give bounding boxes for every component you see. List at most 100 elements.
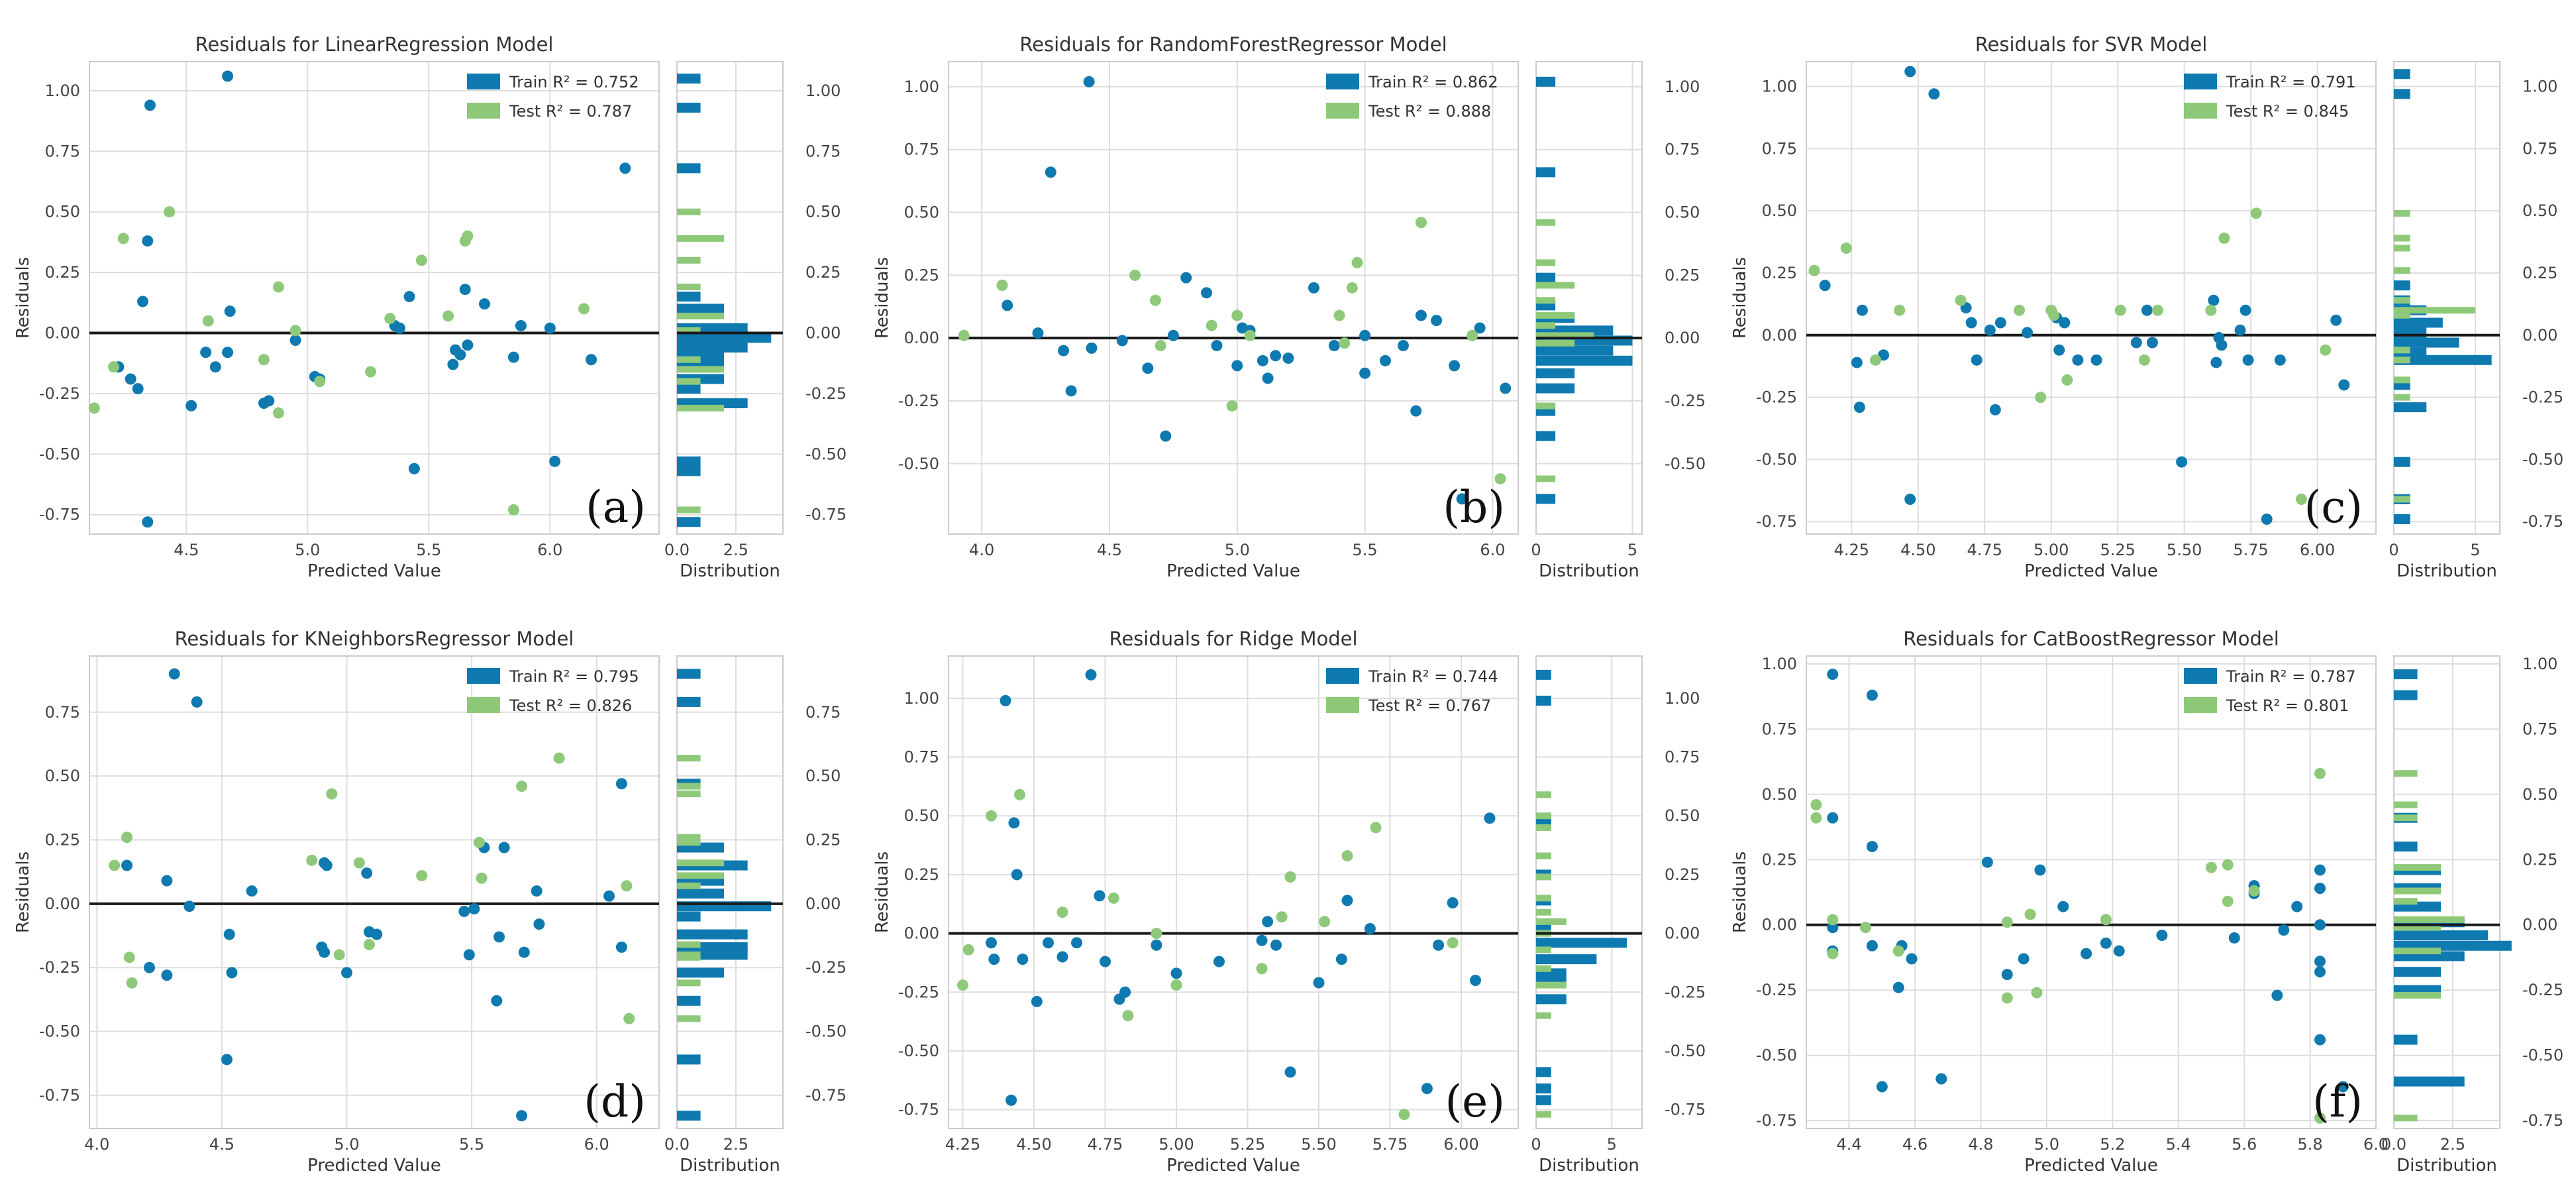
train-point [1866, 940, 1878, 952]
right-y-tick-label: 0.75 [805, 703, 841, 722]
hist-bar-test [1536, 219, 1556, 226]
hist-bar-test [2394, 311, 2410, 319]
train-point [2234, 324, 2246, 336]
hist-bar-test [2394, 924, 2442, 931]
test-point [1226, 400, 1238, 412]
train-point [2090, 354, 2102, 366]
train-point [2146, 337, 2158, 349]
test-point [2222, 895, 2234, 907]
hist-bar-test [2394, 394, 2410, 401]
x-tick-label: 5.25 [2100, 541, 2135, 559]
panel-title: Residuals for SVR Model [1975, 33, 2208, 56]
y-tick-label: -0.75 [39, 506, 80, 524]
test-point [2001, 916, 2013, 928]
train-point [2261, 513, 2273, 525]
test-point [353, 857, 365, 869]
train-point [463, 949, 475, 961]
y-tick-label: -0.25 [898, 983, 939, 1001]
y-tick-label: 1.00 [1762, 655, 1797, 673]
hist-bar-train [677, 888, 725, 899]
y-tick-label: 0.00 [45, 324, 80, 343]
right-y-tick-label: 0.75 [2522, 720, 2557, 738]
distribution-label: Distribution [680, 561, 780, 581]
train-point [1500, 382, 1512, 394]
hist-bar-test [1536, 1012, 1551, 1019]
y-tick-label: -0.25 [39, 958, 80, 977]
x-tick-label: 5.25 [1230, 1135, 1265, 1154]
test-point [1351, 256, 1363, 268]
y-axis-label: Residuals [13, 257, 33, 339]
test-point [416, 869, 428, 881]
hist-bar-test [1536, 475, 1556, 482]
train-point [986, 937, 997, 949]
train-point [246, 885, 258, 897]
train-point [544, 322, 556, 334]
train-point [161, 969, 173, 981]
hist-bar-test [677, 791, 701, 798]
test-point [1827, 948, 1839, 959]
hist-bar-test [677, 208, 701, 215]
panel-tag-label: (b) [1443, 482, 1505, 533]
x-tick-label: 5.2 [2100, 1135, 2125, 1154]
right-y-tick-label: 0.25 [1665, 865, 1700, 884]
train-point [1056, 951, 1068, 963]
right-y-tick-label: -0.75 [805, 1086, 847, 1105]
test-point [2248, 885, 2260, 897]
test-point [1840, 242, 1852, 254]
test-point [1859, 922, 1871, 934]
hist-bar-train [1536, 695, 1551, 706]
distribution-label: Distribution [680, 1156, 780, 1176]
panel-title: Residuals for LinearRegression Model [195, 33, 554, 56]
hist-bar-train [677, 466, 701, 476]
train-point [1397, 340, 1409, 352]
right-y-tick-label: 0.00 [805, 324, 841, 343]
hist-bar-train [1536, 368, 1575, 378]
train-point [1965, 317, 1977, 329]
distribution-label: Distribution [2396, 561, 2497, 581]
test-point [621, 880, 633, 892]
train-point [1256, 934, 1268, 946]
train-point [2176, 456, 2188, 468]
residual-panel: 4.4 4.6 4.8 5.0 5.2 5.4 5.6 5.8 6.0 -0.75 -0.75 -0.… [1730, 628, 2563, 1176]
hist-bar-train [677, 384, 701, 394]
train-point [1100, 956, 1111, 967]
right-y-tick-label: -0.75 [2522, 512, 2563, 531]
hist-bar-test [677, 755, 701, 762]
test-point [1014, 789, 1025, 800]
train-point [2210, 356, 2222, 368]
test-point [1276, 911, 1288, 923]
distribution-label: Distribution [2396, 1156, 2497, 1176]
hist-bar-test [2394, 267, 2410, 274]
panel-title: Residuals for KNeighborsRegressor Model [175, 628, 574, 650]
hist-bar-test [1536, 791, 1551, 798]
test-point [1810, 812, 1822, 824]
test-point [1494, 473, 1506, 485]
right-y-tick-label: -0.50 [2522, 1046, 2563, 1065]
hist-bar-train [2394, 355, 2492, 365]
train-point [1151, 939, 1162, 951]
hist-bar-test [677, 506, 701, 514]
train-point [1359, 367, 1371, 379]
x-tick-label: 5.4 [2166, 1135, 2191, 1154]
train-point [2208, 294, 2220, 306]
hist-bar-test [1536, 981, 1567, 989]
hist-bar-test [2394, 916, 2465, 923]
train-point [2337, 1081, 2349, 1093]
y-tick-label: 0.50 [904, 203, 939, 222]
residual-panel: 4.5 5.0 5.5 6.0 -0.75 -0.75 -0.50 -0.50 -0.25 -0.… [13, 33, 847, 581]
y-tick-label: -0.25 [1756, 981, 1797, 999]
x-axis-label: Predicted Value [307, 561, 441, 581]
right-y-tick-label: 1.00 [2522, 655, 2557, 673]
train-point [144, 99, 156, 111]
test-point [1398, 1109, 1410, 1121]
hist-bar-test [677, 839, 701, 846]
hist-x-tick-label: 5 [1607, 1135, 1617, 1154]
y-tick-label: -0.25 [898, 392, 939, 410]
x-tick-label: 6.0 [2363, 1135, 2389, 1154]
train-point [1262, 916, 1274, 928]
hist-bar-train [1536, 938, 1627, 948]
hist-bar-train [677, 333, 772, 343]
legend-train-swatch [2184, 668, 2217, 684]
plot-frame [89, 655, 660, 1129]
hist-bar-train [1536, 355, 1633, 366]
